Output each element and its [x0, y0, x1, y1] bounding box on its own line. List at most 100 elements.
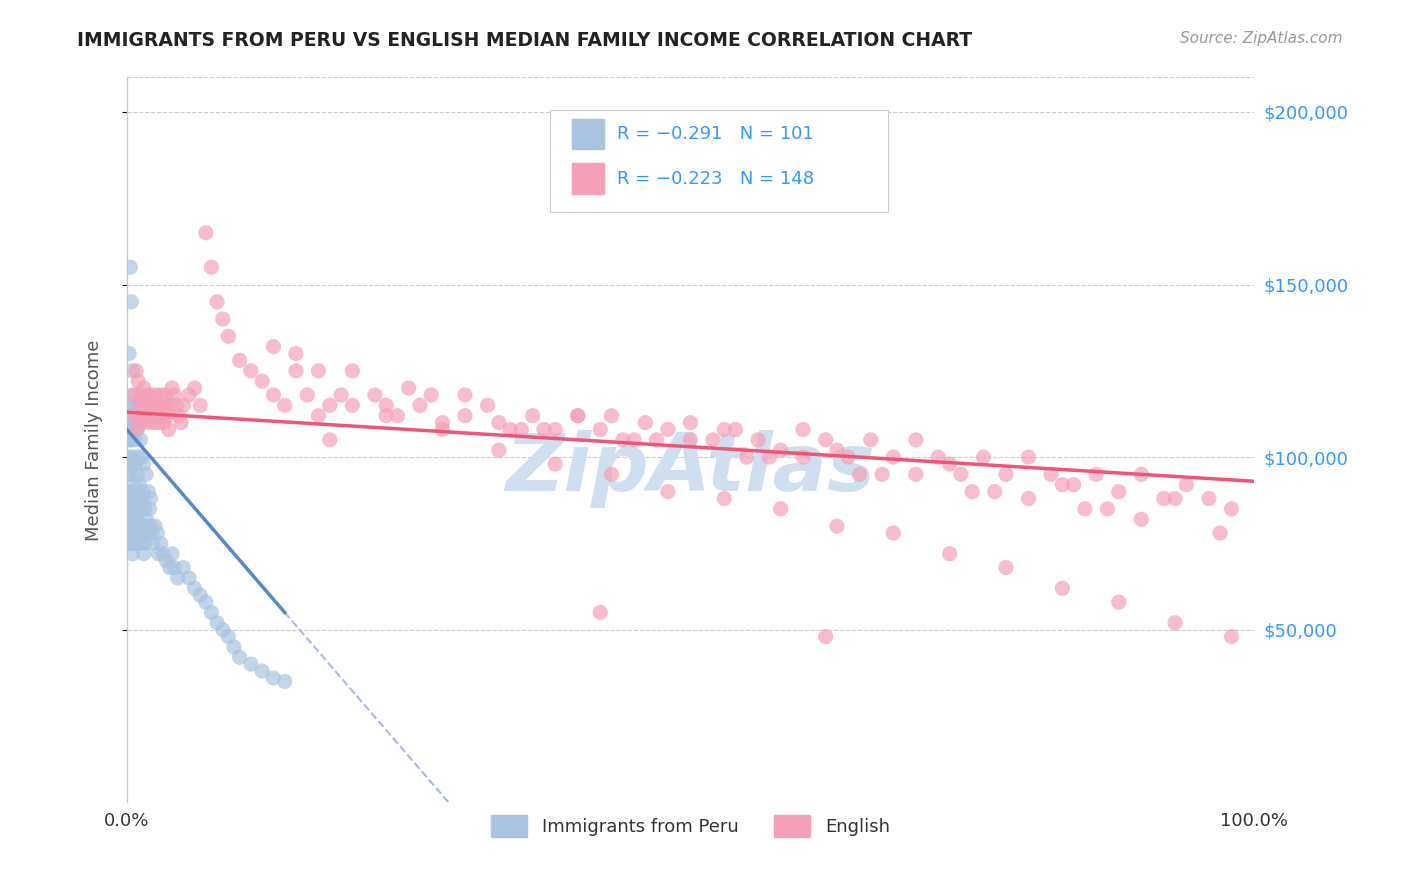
- Point: [657, 484, 679, 499]
- Point: [142, 398, 165, 412]
- Point: [143, 416, 166, 430]
- Point: [679, 416, 702, 430]
- Point: [136, 388, 159, 402]
- Point: [330, 388, 353, 402]
- Point: [1209, 526, 1232, 541]
- Point: [159, 560, 181, 574]
- Point: [454, 388, 477, 402]
- Point: [1175, 477, 1198, 491]
- Point: [1018, 450, 1040, 464]
- Point: [146, 526, 169, 541]
- Point: [735, 450, 758, 464]
- Point: [120, 526, 142, 541]
- Point: [758, 450, 780, 464]
- Point: [319, 433, 342, 447]
- Point: [136, 519, 159, 533]
- Point: [1198, 491, 1220, 506]
- Point: [522, 409, 544, 423]
- Point: [136, 526, 159, 541]
- Point: [825, 519, 848, 533]
- FancyBboxPatch shape: [550, 110, 887, 211]
- Text: IMMIGRANTS FROM PERU VS ENGLISH MEDIAN FAMILY INCOME CORRELATION CHART: IMMIGRANTS FROM PERU VS ENGLISH MEDIAN F…: [77, 31, 973, 50]
- Point: [148, 416, 170, 430]
- Point: [128, 416, 150, 430]
- Point: [166, 571, 188, 585]
- Point: [122, 536, 145, 550]
- Point: [160, 547, 183, 561]
- Point: [128, 398, 150, 412]
- Point: [600, 409, 623, 423]
- Point: [118, 450, 141, 464]
- Point: [156, 409, 179, 423]
- Point: [120, 501, 142, 516]
- Point: [139, 388, 162, 402]
- Point: [1052, 477, 1074, 491]
- Point: [129, 491, 152, 506]
- Point: [938, 547, 960, 561]
- Point: [120, 416, 142, 430]
- Point: [117, 467, 139, 482]
- Point: [132, 381, 155, 395]
- Point: [124, 388, 146, 402]
- Point: [432, 423, 454, 437]
- Point: [679, 433, 702, 447]
- Point: [117, 416, 139, 430]
- Point: [131, 450, 153, 464]
- Point: [152, 409, 174, 423]
- Point: [118, 526, 141, 541]
- Point: [454, 409, 477, 423]
- Point: [136, 484, 159, 499]
- Point: [194, 595, 217, 609]
- Point: [250, 374, 273, 388]
- Point: [139, 491, 162, 506]
- Point: [141, 526, 163, 541]
- Point: [132, 491, 155, 506]
- Point: [117, 536, 139, 550]
- Point: [120, 491, 142, 506]
- Point: [342, 364, 364, 378]
- Point: [544, 457, 567, 471]
- Point: [927, 450, 949, 464]
- Point: [567, 409, 589, 423]
- Point: [129, 388, 152, 402]
- Point: [814, 433, 837, 447]
- Point: [1220, 501, 1243, 516]
- Point: [177, 388, 200, 402]
- Point: [222, 640, 245, 654]
- Point: [262, 671, 284, 685]
- Point: [167, 409, 190, 423]
- Point: [488, 443, 510, 458]
- Point: [420, 388, 443, 402]
- Point: [409, 398, 432, 412]
- Point: [1052, 581, 1074, 595]
- Point: [183, 381, 205, 395]
- Point: [141, 409, 163, 423]
- Point: [121, 512, 143, 526]
- Point: [118, 512, 141, 526]
- Point: [837, 450, 859, 464]
- Point: [131, 519, 153, 533]
- Bar: [572, 163, 603, 194]
- Point: [121, 364, 143, 378]
- Point: [134, 501, 156, 516]
- Point: [118, 484, 141, 499]
- Point: [138, 398, 160, 412]
- Point: [118, 423, 141, 437]
- Point: [995, 560, 1018, 574]
- Point: [188, 588, 211, 602]
- Point: [375, 409, 398, 423]
- Point: [125, 467, 148, 482]
- Point: [127, 536, 149, 550]
- Point: [172, 560, 194, 574]
- Point: [177, 571, 200, 585]
- Point: [136, 416, 159, 430]
- Point: [1074, 501, 1097, 516]
- Point: [142, 536, 165, 550]
- Point: [132, 547, 155, 561]
- Point: [131, 501, 153, 516]
- Point: [1220, 630, 1243, 644]
- Point: [285, 346, 308, 360]
- Point: [848, 467, 870, 482]
- Point: [364, 388, 387, 402]
- Point: [132, 457, 155, 471]
